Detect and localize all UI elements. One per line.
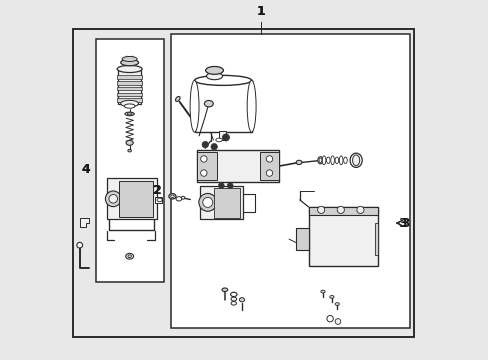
Ellipse shape [175, 96, 180, 102]
Ellipse shape [205, 67, 223, 74]
Ellipse shape [121, 100, 138, 107]
Circle shape [109, 194, 117, 203]
Bar [119, 181, 153, 217]
Circle shape [210, 144, 217, 150]
Ellipse shape [127, 149, 131, 152]
Ellipse shape [157, 198, 162, 202]
Circle shape [337, 206, 344, 213]
Bar [214, 189, 240, 218]
Polygon shape [80, 218, 89, 227]
Ellipse shape [124, 104, 135, 108]
Ellipse shape [246, 80, 256, 132]
Circle shape [356, 206, 363, 213]
Text: 4: 4 [81, 163, 90, 176]
Circle shape [203, 197, 212, 207]
Text: 2: 2 [153, 184, 162, 198]
Ellipse shape [122, 57, 137, 62]
Ellipse shape [231, 302, 236, 305]
Ellipse shape [339, 156, 342, 165]
Bar [194, 80, 251, 132]
Text: 1: 1 [256, 5, 264, 18]
Bar [200, 186, 242, 220]
Ellipse shape [230, 297, 236, 301]
Ellipse shape [181, 196, 184, 199]
Circle shape [200, 156, 206, 162]
Bar [296, 228, 308, 250]
Ellipse shape [77, 242, 82, 248]
Bar [197, 150, 279, 182]
Circle shape [317, 206, 324, 213]
Bar [117, 93, 142, 96]
Bar [117, 75, 142, 79]
Bar [308, 207, 378, 215]
Bar [117, 81, 142, 85]
Ellipse shape [334, 303, 339, 306]
Ellipse shape [168, 194, 176, 199]
Circle shape [105, 191, 121, 207]
Circle shape [200, 170, 206, 176]
Circle shape [199, 193, 216, 211]
Bar [117, 87, 142, 90]
Ellipse shape [176, 197, 182, 201]
Ellipse shape [318, 158, 321, 163]
Ellipse shape [349, 153, 362, 167]
Ellipse shape [206, 73, 222, 80]
Circle shape [218, 183, 224, 189]
Circle shape [265, 156, 272, 162]
Text: 2: 2 [153, 184, 162, 198]
Ellipse shape [322, 156, 325, 165]
Ellipse shape [296, 160, 301, 165]
Bar [308, 207, 378, 266]
Ellipse shape [190, 80, 199, 132]
Ellipse shape [215, 138, 222, 142]
Circle shape [227, 183, 233, 189]
Circle shape [326, 315, 333, 322]
Ellipse shape [326, 157, 329, 163]
Ellipse shape [127, 113, 132, 115]
Bar [374, 223, 378, 255]
Ellipse shape [343, 157, 346, 163]
Circle shape [334, 319, 340, 324]
Ellipse shape [320, 290, 325, 293]
Ellipse shape [125, 112, 134, 116]
Ellipse shape [352, 155, 359, 166]
Text: 3: 3 [400, 217, 408, 230]
Bar [218, 131, 226, 140]
Circle shape [202, 141, 208, 148]
Text: 3: 3 [397, 217, 406, 230]
Ellipse shape [121, 59, 138, 66]
Ellipse shape [194, 75, 251, 85]
Ellipse shape [204, 100, 213, 107]
Ellipse shape [334, 157, 338, 163]
Bar [259, 152, 279, 180]
Ellipse shape [170, 195, 174, 198]
Circle shape [265, 170, 272, 176]
Ellipse shape [239, 298, 244, 302]
Bar [171, 34, 409, 328]
Ellipse shape [117, 66, 142, 73]
Ellipse shape [317, 157, 323, 164]
Ellipse shape [125, 253, 133, 259]
Ellipse shape [230, 292, 237, 297]
Ellipse shape [330, 156, 334, 165]
Bar [107, 179, 157, 220]
Ellipse shape [329, 296, 333, 298]
Bar [117, 98, 142, 102]
Bar [197, 152, 217, 180]
Text: 1: 1 [256, 5, 264, 18]
Ellipse shape [126, 140, 133, 145]
Ellipse shape [127, 255, 131, 258]
Ellipse shape [222, 288, 227, 292]
Bar [96, 39, 164, 282]
Circle shape [222, 134, 229, 141]
Bar [73, 29, 413, 337]
Bar [118, 70, 141, 104]
Text: 4: 4 [81, 163, 90, 176]
Bar [155, 197, 162, 203]
